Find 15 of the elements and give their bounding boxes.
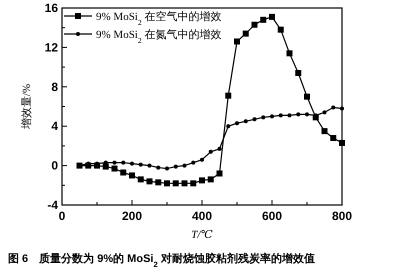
- legend-label: 9% MoSi$_{2}$ 在空气中的增效: [96, 10, 222, 26]
- x-tick-label: 600: [262, 209, 282, 223]
- x-tick-label: 800: [332, 209, 352, 223]
- y-axis-title: 增效量/%: [21, 84, 33, 130]
- legend-label: 9% MoSi$_{2}$ 在氮气中的增效: [96, 28, 222, 44]
- y-tick-label: -4: [47, 198, 58, 212]
- x-tick-label: 400: [192, 209, 212, 223]
- y-tick-label: 0: [51, 158, 58, 173]
- y-tick-label: 8: [51, 80, 58, 94]
- x-tick-label: 200: [122, 209, 142, 223]
- y-tick-label: 12: [44, 40, 58, 54]
- y-tick-label: 16: [44, 1, 58, 15]
- x-axis-title: T/℃: [191, 229, 214, 241]
- text: 图 6 质量分数为 9%的 MoSi$_{2}$ 对耐烧蚀胶粘剂残炭率的增效值: [8, 252, 315, 268]
- y-tick-label: 4: [51, 119, 58, 134]
